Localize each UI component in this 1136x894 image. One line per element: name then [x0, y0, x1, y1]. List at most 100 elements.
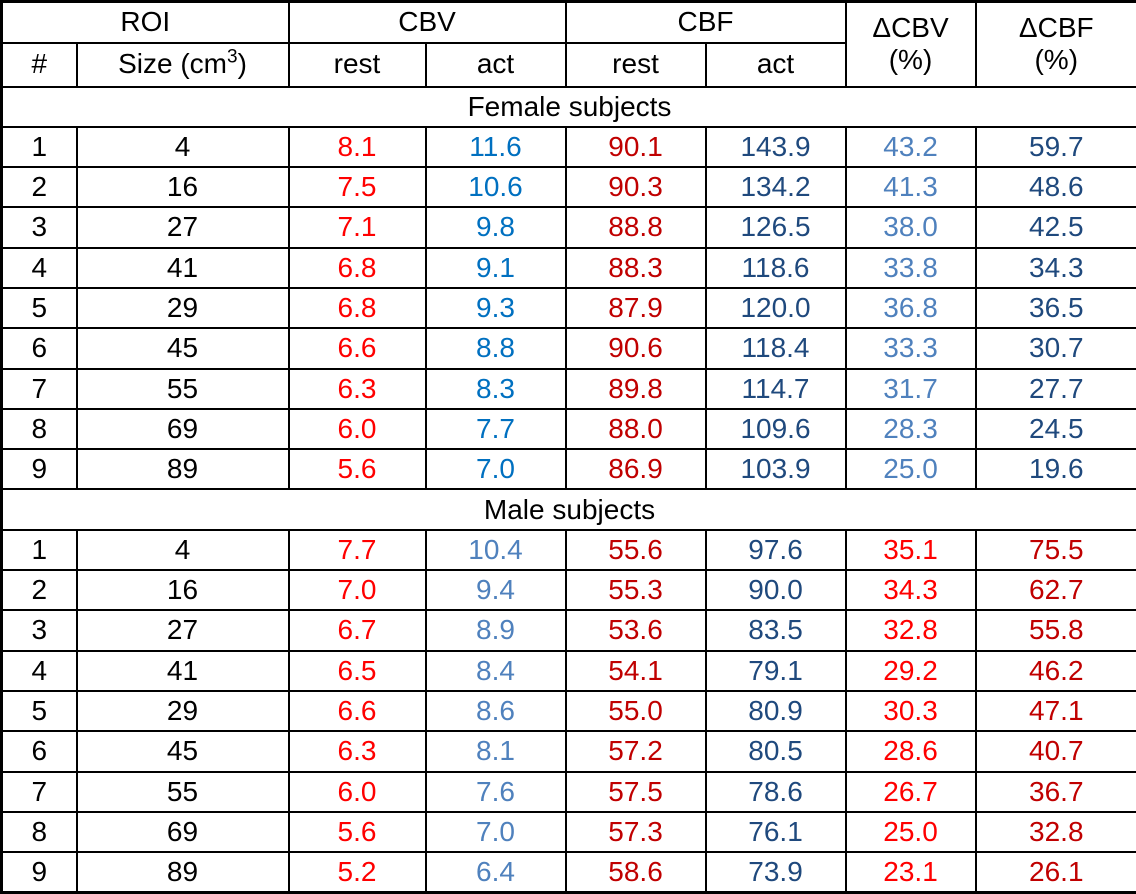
size-superscript: 3: [227, 47, 238, 69]
cell-cbf-rest: 90.1: [564, 125, 707, 169]
cell-cbf-rest: 88.0: [564, 407, 707, 451]
cell-delta-cbv: 29.2: [844, 649, 977, 692]
table-row: 6 45 6.3 8.1 57.2 80.5 28.6 40.7: [0, 730, 1136, 773]
cell-cbv-act: 7.0: [424, 810, 567, 854]
cell-cbv-act: 9.1: [424, 246, 567, 289]
cell-cbf-rest: 90.3: [564, 166, 707, 209]
column-roi-number: #: [0, 41, 78, 88]
cell-delta-cbv: 28.6: [844, 730, 977, 773]
table-row: 4 41 6.8 9.1 88.3 118.6 33.8 34.3: [0, 246, 1136, 289]
cell-delta-cbf: 32.8: [974, 810, 1136, 854]
cell-roi-number: 1: [0, 528, 78, 572]
column-delta-cbf: ΔCBF (%): [974, 0, 1136, 88]
cell-cbf-rest: 86.9: [564, 448, 707, 491]
cell-cbf-rest: 89.8: [564, 367, 707, 410]
cell-cbv-rest: 6.6: [287, 327, 427, 370]
cell-cbf-act: 103.9: [704, 448, 847, 491]
cell-roi-number: 9: [0, 448, 78, 491]
cell-cbf-act: 78.6: [704, 770, 847, 813]
cell-cbv-act: 7.0: [424, 448, 567, 491]
header-sub-row: # Size (cm3) rest act rest act: [0, 41, 1136, 88]
cell-cbf-act: 118.4: [704, 327, 847, 370]
cell-cbf-act: 79.1: [704, 649, 847, 692]
table-header: ROI CBV CBF ΔCBV (%) ΔCBF (%) # Size (cm…: [0, 0, 1136, 88]
cell-roi-number: 8: [0, 407, 78, 451]
cell-cbf-rest: 57.3: [564, 810, 707, 854]
cell-delta-cbf: 27.7: [974, 367, 1136, 410]
cell-cbv-act: 8.4: [424, 649, 567, 692]
cell-roi-number: 8: [0, 810, 78, 854]
cell-cbf-act: 80.9: [704, 689, 847, 733]
column-roi-size: Size (cm3): [75, 41, 290, 88]
cell-cbv-rest: 6.7: [287, 609, 427, 652]
cell-delta-cbv: 25.0: [844, 810, 977, 854]
cell-delta-cbf: 40.7: [974, 730, 1136, 773]
cell-delta-cbv: 41.3: [844, 166, 977, 209]
cell-delta-cbv: 23.1: [844, 851, 977, 894]
cell-cbf-act: 118.6: [704, 246, 847, 289]
cell-roi-size: 55: [75, 770, 290, 813]
cell-delta-cbf: 19.6: [974, 448, 1136, 491]
cell-delta-cbv: 30.3: [844, 689, 977, 733]
cell-cbf-act: 120.0: [704, 286, 847, 330]
cell-delta-cbv: 35.1: [844, 528, 977, 572]
cell-cbv-act: 10.6: [424, 166, 567, 209]
cell-cbf-act: 73.9: [704, 851, 847, 894]
delta-cbv-label: ΔCBV: [872, 12, 949, 44]
cell-cbv-rest: 7.0: [287, 569, 427, 612]
cell-cbf-act: 97.6: [704, 528, 847, 572]
table-row: 2 16 7.5 10.6 90.3 134.2 41.3 48.6: [0, 166, 1136, 209]
cell-cbv-act: 9.3: [424, 286, 567, 330]
cell-roi-size: 41: [75, 649, 290, 692]
cell-roi-number: 9: [0, 851, 78, 894]
cell-roi-size: 4: [75, 528, 290, 572]
cell-delta-cbv: 25.0: [844, 448, 977, 491]
cell-roi-number: 3: [0, 206, 78, 249]
cell-cbv-act: 8.1: [424, 730, 567, 773]
cell-cbv-rest: 7.7: [287, 528, 427, 572]
cell-roi-number: 7: [0, 367, 78, 410]
cell-delta-cbv: 33.8: [844, 246, 977, 289]
section-row: Female subjects: [0, 85, 1136, 128]
section-row: Male subjects: [0, 488, 1136, 531]
table-row: 9 89 5.2 6.4 58.6 73.9 23.1 26.1: [0, 851, 1136, 894]
cell-roi-number: 5: [0, 689, 78, 733]
size-label-prefix: Size (cm: [118, 48, 227, 80]
column-group-cbv: CBV: [287, 0, 567, 44]
cell-cbv-act: 9.4: [424, 569, 567, 612]
cell-roi-number: 1: [0, 125, 78, 169]
column-delta-cbv: ΔCBV (%): [844, 0, 977, 88]
cell-delta-cbf: 55.8: [974, 609, 1136, 652]
size-label-close: ): [237, 48, 247, 80]
cell-roi-number: 4: [0, 649, 78, 692]
column-cbf-act: act: [704, 41, 847, 88]
cell-cbv-act: 8.6: [424, 689, 567, 733]
cell-cbf-rest: 57.2: [564, 730, 707, 773]
delta-cbf-unit: (%): [1034, 44, 1079, 76]
cell-delta-cbf: 59.7: [974, 125, 1136, 169]
cell-cbv-act: 9.8: [424, 206, 567, 249]
table-row: 8 69 5.6 7.0 57.3 76.1 25.0 32.8: [0, 810, 1136, 854]
cell-cbf-rest: 90.6: [564, 327, 707, 370]
table-row: 1 4 7.7 10.4 55.6 97.6 35.1 75.5: [0, 528, 1136, 572]
table-row: 1 4 8.1 11.6 90.1 143.9 43.2 59.7: [0, 125, 1136, 169]
cell-cbv-rest: 5.6: [287, 810, 427, 854]
cell-cbv-act: 7.6: [424, 770, 567, 813]
cell-delta-cbf: 26.1: [974, 851, 1136, 894]
cell-cbv-rest: 6.0: [287, 770, 427, 813]
cell-roi-size: 69: [75, 407, 290, 451]
cell-delta-cbv: 26.7: [844, 770, 977, 813]
cell-cbf-act: 80.5: [704, 730, 847, 773]
cell-roi-size: 69: [75, 810, 290, 854]
table-row: 7 55 6.0 7.6 57.5 78.6 26.7 36.7: [0, 770, 1136, 813]
cell-roi-size: 89: [75, 448, 290, 491]
table-row: 6 45 6.6 8.8 90.6 118.4 33.3 30.7: [0, 327, 1136, 370]
table-row: 5 29 6.8 9.3 87.9 120.0 36.8 36.5: [0, 286, 1136, 330]
cell-cbf-rest: 55.6: [564, 528, 707, 572]
cell-cbv-rest: 6.3: [287, 730, 427, 773]
cell-roi-size: 89: [75, 851, 290, 894]
cell-roi-size: 4: [75, 125, 290, 169]
table-row: 8 69 6.0 7.7 88.0 109.6 28.3 24.5: [0, 407, 1136, 451]
